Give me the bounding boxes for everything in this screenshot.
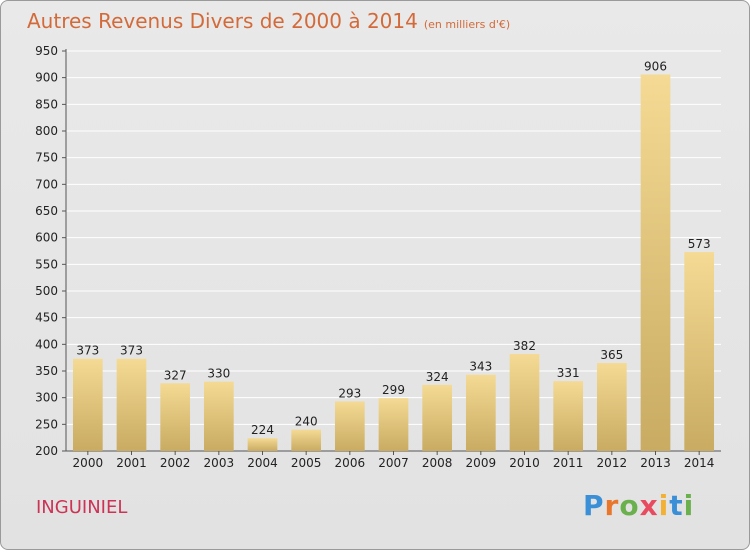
ytick-label-300: 300 — [35, 391, 58, 405]
data-label-2003: 330 — [207, 367, 230, 381]
logo-letter-0: P — [583, 489, 605, 522]
ytick-label-600: 600 — [35, 231, 58, 245]
xtick-label-2008: 2008 — [422, 456, 453, 470]
ytick-label-750: 750 — [35, 151, 58, 165]
data-label-2004: 224 — [251, 423, 274, 437]
xtick-label-2010: 2010 — [509, 456, 540, 470]
bar-2002 — [160, 383, 191, 451]
ytick-label-900: 900 — [35, 71, 58, 85]
data-label-2014: 573 — [688, 237, 711, 251]
data-label-2012: 365 — [600, 348, 623, 362]
data-label-2010: 382 — [513, 339, 536, 353]
logo-letter-3: x — [639, 489, 659, 522]
data-label-2005: 240 — [295, 415, 318, 429]
logo-letter-2: o — [619, 489, 640, 522]
xtick-label-2013: 2013 — [640, 456, 671, 470]
ytick-label-550: 550 — [35, 257, 58, 271]
xtick-label-2004: 2004 — [247, 456, 278, 470]
xtick-label-2000: 2000 — [73, 456, 104, 470]
data-label-2002: 327 — [164, 368, 187, 382]
ytick-label-450: 450 — [35, 311, 58, 325]
proxiti-logo: Proxiti — [583, 489, 694, 522]
bar-2010 — [509, 353, 540, 451]
ytick-label-650: 650 — [35, 204, 58, 218]
ytick-label-850: 850 — [35, 97, 58, 111]
xtick-label-2011: 2011 — [553, 456, 584, 470]
chart-title: Autres Revenus Divers de 2000 à 2014 — [27, 9, 418, 33]
bar-2001 — [116, 358, 147, 451]
xtick-label-2009: 2009 — [466, 456, 497, 470]
data-label-2013: 906 — [644, 59, 667, 73]
bar-2012 — [596, 363, 627, 451]
chart-title-block: Autres Revenus Divers de 2000 à 2014 (en … — [27, 9, 510, 33]
ytick-label-350: 350 — [35, 364, 58, 378]
logo-letter-1: r — [604, 489, 620, 522]
xtick-label-2001: 2001 — [116, 456, 147, 470]
logo-letter-5: t — [669, 489, 684, 522]
data-label-2000: 373 — [76, 344, 99, 358]
xtick-label-2002: 2002 — [160, 456, 191, 470]
bar-2013 — [640, 74, 671, 451]
data-label-2009: 343 — [469, 360, 492, 374]
chart-subtitle: (en milliers d'€) — [423, 18, 511, 31]
data-label-2001: 373 — [120, 344, 143, 358]
xtick-label-2012: 2012 — [597, 456, 628, 470]
ytick-label-800: 800 — [35, 124, 58, 138]
bar-2011 — [553, 381, 584, 451]
bar-2000 — [72, 358, 103, 451]
bar-2003 — [203, 381, 234, 451]
ytick-label-700: 700 — [35, 177, 58, 191]
data-label-2007: 299 — [382, 383, 405, 397]
xtick-label-2003: 2003 — [204, 456, 235, 470]
ytick-label-200: 200 — [35, 444, 58, 458]
bar-2009 — [465, 374, 496, 451]
bar-2005 — [291, 429, 322, 451]
ytick-label-500: 500 — [35, 284, 58, 298]
ytick-label-400: 400 — [35, 337, 58, 351]
commune-name: INGUINIEL — [36, 497, 128, 518]
logo-letter-6: i — [683, 489, 695, 522]
ytick-label-250: 250 — [35, 417, 58, 431]
data-label-2008: 324 — [426, 370, 449, 384]
bar-2014 — [684, 252, 715, 451]
data-label-2011: 331 — [557, 366, 580, 380]
xtick-label-2007: 2007 — [378, 456, 409, 470]
data-label-2006: 293 — [338, 386, 361, 400]
bar-2004 — [247, 438, 278, 451]
logo-letter-4: i — [658, 489, 670, 522]
bar-2008 — [422, 384, 453, 451]
xtick-label-2014: 2014 — [684, 456, 715, 470]
xtick-label-2005: 2005 — [291, 456, 322, 470]
ytick-label-950: 950 — [35, 44, 58, 58]
bar-2006 — [334, 401, 365, 451]
xtick-label-2006: 2006 — [335, 456, 366, 470]
bar-2007 — [378, 398, 409, 451]
